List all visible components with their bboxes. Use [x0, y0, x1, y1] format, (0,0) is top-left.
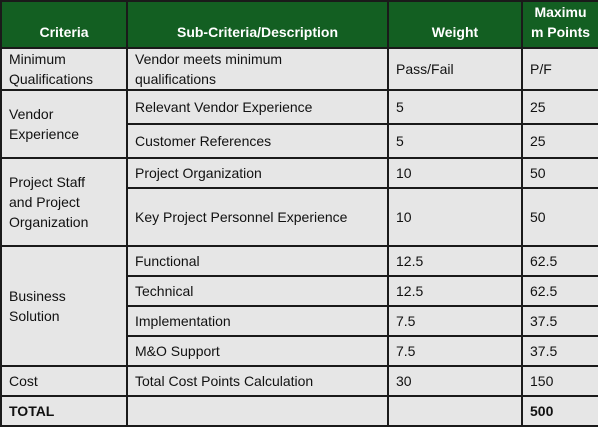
table-row: Minimum Qualifications Vendor meets minim… [0, 47, 598, 91]
sub-criteria-cell: Customer References [126, 123, 389, 159]
sub-criteria-cell: Functional [126, 245, 389, 277]
weight-cell: 5 [387, 123, 523, 159]
weight-cell: 10 [387, 187, 523, 247]
table-row: M&O Support 7.5 37.5 [1, 335, 598, 367]
sub-criteria-header: Sub-Criteria/Description [126, 0, 389, 49]
weight-cell: Pass/Fail [387, 47, 523, 91]
sub-criteria-cell: Relevant Vendor Experience [126, 89, 389, 125]
maximum-points-header: Maximu m Points [521, 0, 598, 49]
criteria-text-line: and Project [9, 194, 80, 210]
table-row: Technical 12.5 62.5 [1, 275, 598, 307]
total-row: TOTAL 500 [0, 395, 598, 427]
weight-cell: 7.5 [387, 335, 523, 367]
weight-cell: 12.5 [387, 275, 523, 307]
table-row: Project Staff and Project Organization Pro… [0, 157, 598, 247]
sub-criteria-cell: Vendor meets minimum qualifications [126, 47, 389, 91]
criteria-cell: Cost [0, 365, 128, 397]
criteria-text-line: Experience [9, 126, 80, 142]
criteria-text-line: Solution [9, 308, 60, 324]
criteria-cell: Minimum Qualifications [0, 47, 128, 91]
total-label-cell: TOTAL [0, 395, 128, 427]
table-row: Implementation 7.5 37.5 [1, 305, 598, 337]
sub-criteria-cell: Implementation [126, 305, 389, 337]
max-points-cell: 25 [521, 123, 598, 159]
max-points-cell: 50 [521, 157, 598, 189]
table-row: Customer References 5 25 [1, 123, 598, 159]
sub-criteria-cell: Project Organization [126, 157, 389, 189]
sub-criteria-text-line: qualifications [135, 71, 216, 87]
weight-cell: 7.5 [387, 305, 523, 337]
criteria-text-line: Organization [9, 214, 89, 230]
criteria-text-line: Minimum [9, 51, 66, 67]
criteria-text-line: Qualifications [9, 71, 94, 87]
weight-header: Weight [387, 0, 523, 49]
max-points-cell: P/F [521, 47, 598, 91]
criteria-text-line: Project Staff [9, 174, 86, 190]
sub-criteria-cell: Key Project Personnel Experience [126, 187, 389, 247]
weight-cell: 5 [387, 89, 523, 125]
maximum-points-header-line2: m Points [530, 24, 591, 40]
sub-criteria-text-line: Vendor meets minimum [135, 51, 283, 67]
criteria-cell: Project Staff and Project Organization [0, 157, 128, 247]
sub-criteria-cell: Total Cost Points Calculation [126, 365, 389, 397]
max-points-cell: 62.5 [521, 275, 598, 307]
table-row: Vendor Experience Relevant Vendor Experie… [0, 89, 598, 159]
criteria-text-line: Vendor [9, 106, 54, 122]
max-points-cell: 150 [521, 365, 598, 397]
maximum-points-header-line1: Maximu [534, 4, 587, 20]
total-max-points-cell: 500 [521, 395, 598, 427]
criteria-cell: Vendor Experience [0, 89, 128, 159]
weight-cell: 10 [387, 157, 523, 189]
sub-criteria-cell: M&O Support [126, 335, 389, 367]
max-points-cell: 25 [521, 89, 598, 125]
header-row: Criteria Sub-Criteria/Description Weight… [0, 0, 598, 49]
weight-cell: 30 [387, 365, 523, 397]
table-row: Business Solution Functional 12.5 62.5 [0, 245, 598, 367]
total-sub-criteria-cell [126, 395, 389, 427]
criteria-header: Criteria [0, 0, 128, 49]
max-points-cell: 37.5 [521, 305, 598, 337]
weight-cell: 12.5 [387, 245, 523, 277]
max-points-cell: 37.5 [521, 335, 598, 367]
sub-criteria-cell: Technical [126, 275, 389, 307]
max-points-cell: 50 [521, 187, 598, 247]
table-row: Cost Total Cost Points Calculation 30 15… [0, 365, 598, 397]
criteria-cell: Business Solution [0, 245, 128, 367]
max-points-cell: 62.5 [521, 245, 598, 277]
total-weight-cell [387, 395, 523, 427]
criteria-text-line: Business [9, 288, 66, 304]
table-row: Key Project Personnel Experience 10 50 [1, 187, 598, 247]
